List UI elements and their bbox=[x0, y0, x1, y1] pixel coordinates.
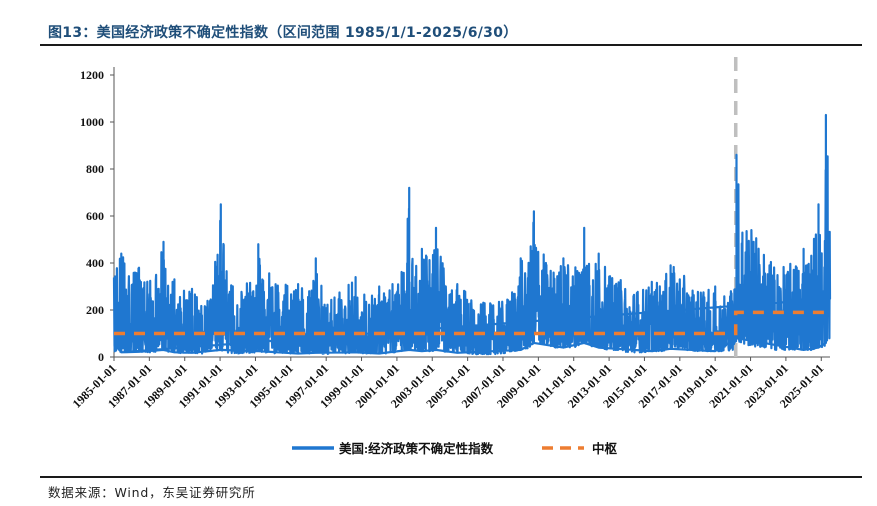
legend-label-epu: 美国:经济政策不确定性指数 bbox=[339, 441, 494, 456]
y-tick-label: 800 bbox=[86, 162, 104, 176]
bottom-rule bbox=[40, 476, 862, 478]
plot-area bbox=[112, 57, 832, 357]
series-line-epu bbox=[112, 113, 832, 356]
y-tick-label: 400 bbox=[86, 256, 104, 270]
figure-title: 图13：美国经济政策不确定性指数（区间范围 1985/1/1-2025/6/30… bbox=[48, 25, 518, 41]
legend: 美国:经济政策不确定性指数 中枢 bbox=[292, 441, 618, 456]
legend-label-median: 中枢 bbox=[592, 441, 618, 456]
y-tick-label: 600 bbox=[86, 209, 104, 223]
series-line-median bbox=[114, 310, 830, 336]
y-tick-label: 200 bbox=[86, 303, 104, 317]
x-axis: 1985-01-011987-01-011989-01-011991-01-01… bbox=[70, 356, 830, 411]
chart-svg: 0 200 400 600 800 1000 1200 1985-01-011987-01-… bbox=[70, 57, 832, 456]
y-axis: 0 200 400 600 800 1000 1200 bbox=[80, 67, 115, 364]
y-tick-label: 1200 bbox=[80, 68, 104, 82]
chart: 0 200 400 600 800 1000 1200 1985-01-01 1987-01-… bbox=[40, 48, 862, 472]
source-note: 数据来源：Wind，东吴证券研究所 bbox=[48, 485, 256, 500]
title-rule bbox=[40, 44, 862, 46]
y-tick-label: 1000 bbox=[80, 115, 104, 129]
y-tick-label: 0 bbox=[98, 350, 104, 364]
